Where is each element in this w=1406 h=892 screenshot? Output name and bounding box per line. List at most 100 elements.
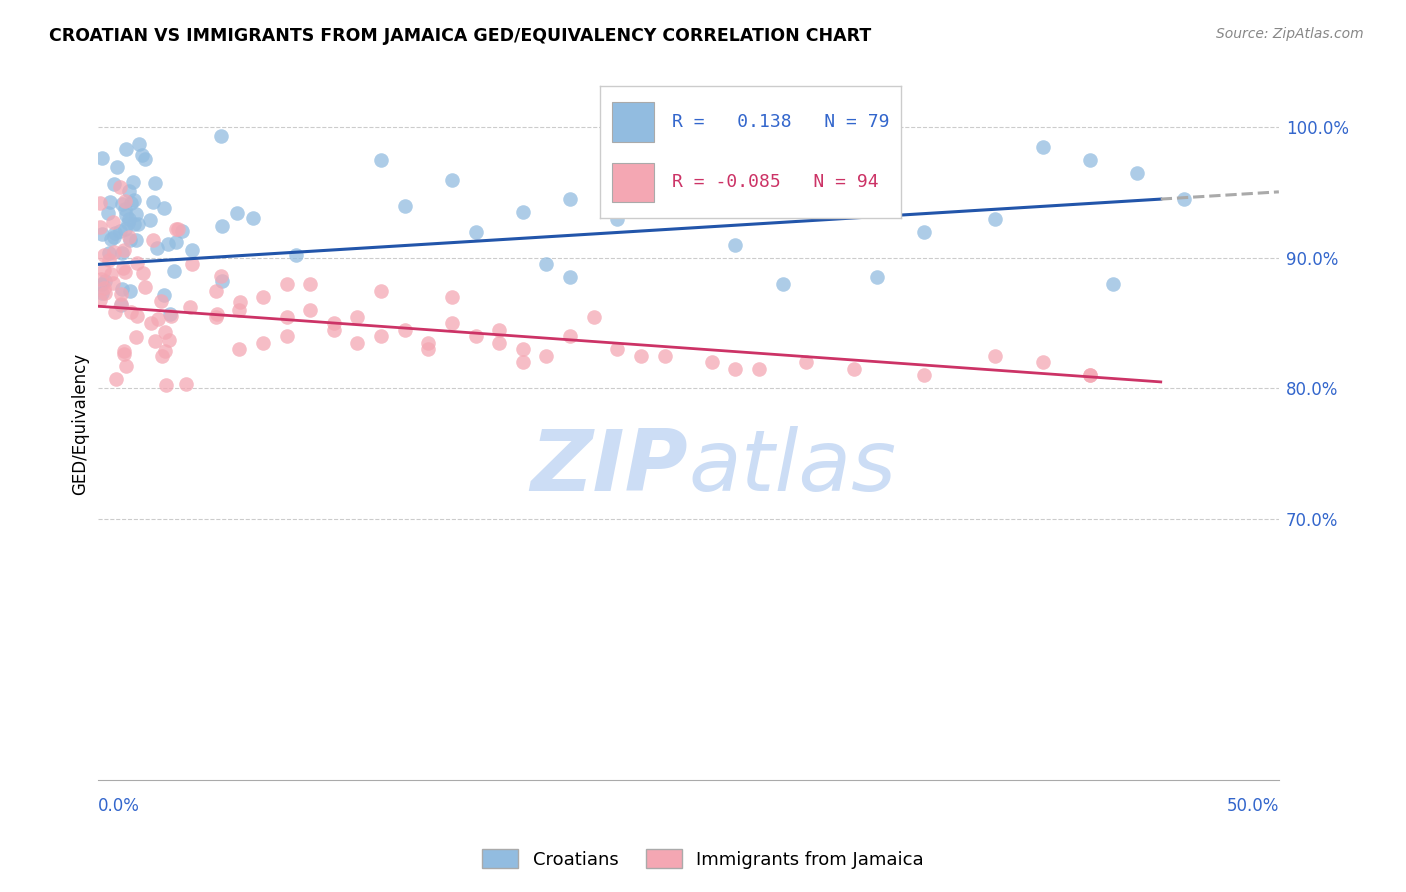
Point [512,355,534,369]
Point [111,260,134,275]
Point [120,233,142,247]
Point [143,176,166,190]
Point [842,186,865,200]
Point [211,274,233,288]
Point [724,362,747,376]
Y-axis label: GED/Equivalency: GED/Equivalency [72,353,89,495]
Point [606,343,628,357]
Point [204,284,226,298]
Point [114,202,136,216]
Point [155,325,177,339]
Point [105,160,128,174]
Point [134,280,156,294]
Point [110,287,132,301]
Point [150,350,173,364]
Point [228,303,250,318]
Point [181,257,204,271]
Point [276,277,298,291]
Point [115,359,138,373]
Point [93,247,115,261]
Point [91,285,114,300]
Point [512,205,534,219]
Point [242,211,264,225]
Point [181,243,204,257]
Point [322,323,344,337]
Point [89,293,111,307]
Point [440,290,463,304]
Text: Source: ZipAtlas.com: Source: ZipAtlas.com [1216,27,1364,41]
Point [163,264,186,278]
Point [110,298,132,312]
Point [145,241,167,255]
Point [179,300,201,314]
Point [488,335,510,350]
Point [724,237,747,252]
Point [299,277,322,291]
Point [748,160,770,174]
Point [370,153,392,167]
Point [1078,368,1101,383]
Point [155,378,177,392]
Point [205,307,228,321]
Point [125,330,148,344]
Point [654,349,676,363]
Point [141,316,163,330]
Point [125,233,148,247]
Point [211,219,233,233]
Point [114,222,136,236]
Point [112,343,135,358]
Point [152,287,174,301]
Point [394,323,416,337]
Point [1032,140,1054,154]
Point [115,208,138,222]
Point [111,282,134,296]
Point [118,184,141,198]
Point [464,225,486,239]
Point [110,246,132,260]
Point [346,335,368,350]
Point [796,133,818,147]
Point [131,147,153,161]
Point [172,224,194,238]
Point [842,362,865,376]
Point [93,263,115,277]
Point [118,230,141,244]
Point [299,303,322,318]
Point [700,355,723,369]
Point [101,276,124,290]
Point [536,257,558,271]
Point [558,270,581,285]
Point [165,235,187,249]
Point [464,329,486,343]
Point [165,222,187,236]
Point [157,333,180,347]
Point [1078,153,1101,167]
Point [134,153,156,167]
Point [100,267,122,281]
Text: ZIP: ZIP [530,425,688,508]
Point [143,334,166,348]
Point [120,305,142,319]
Point [370,329,392,343]
Point [1102,277,1125,291]
Point [89,219,111,234]
Point [984,349,1007,363]
Point [94,285,117,300]
Text: atlas: atlas [688,425,896,508]
Point [112,347,135,361]
Point [120,196,142,211]
Point [97,206,120,220]
Point [418,335,440,350]
Point [276,329,298,343]
Point [89,196,111,211]
Point [440,172,463,186]
Point [346,310,368,324]
Point [984,211,1007,226]
Point [127,217,149,231]
Point [1126,166,1149,180]
Point [159,310,181,324]
Point [630,349,652,363]
Point [91,151,114,165]
Point [114,265,136,279]
Point [142,194,165,209]
